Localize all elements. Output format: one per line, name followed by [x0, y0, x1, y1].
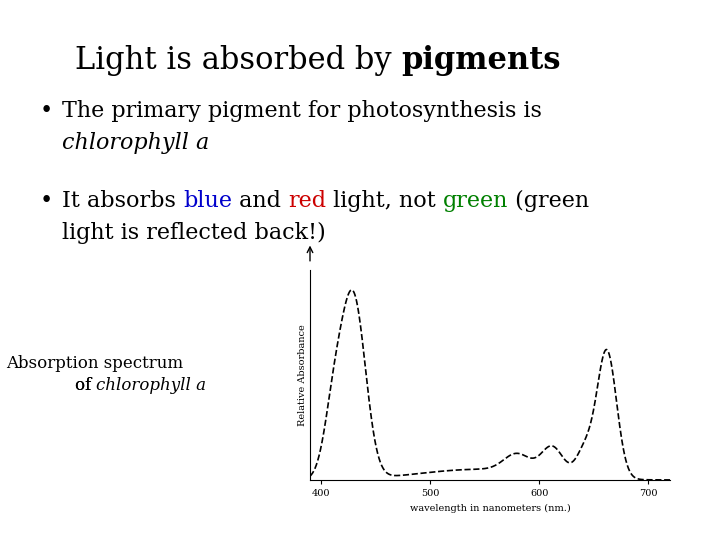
Text: chlorophyll a: chlorophyll a: [62, 132, 210, 154]
X-axis label: wavelength in nanometers (nm.): wavelength in nanometers (nm.): [410, 504, 570, 512]
Text: Absorption spectrum: Absorption spectrum: [6, 355, 184, 372]
Text: It absorbs: It absorbs: [62, 190, 183, 212]
Text: chlorophyll a: chlorophyll a: [96, 377, 207, 394]
Text: light is reflected back!): light is reflected back!): [62, 222, 325, 244]
Text: •: •: [40, 100, 53, 122]
Text: pigments: pigments: [401, 45, 561, 76]
Text: (green: (green: [508, 190, 590, 212]
Text: of: of: [75, 377, 96, 394]
Text: and: and: [232, 190, 288, 212]
Text: The primary pigment for photosynthesis is: The primary pigment for photosynthesis i…: [62, 100, 542, 122]
Text: green: green: [443, 190, 508, 212]
Text: light, not: light, not: [326, 190, 443, 212]
Y-axis label: Relative Absorbance: Relative Absorbance: [298, 324, 307, 426]
Text: blue: blue: [183, 190, 232, 212]
Text: Light is absorbed by: Light is absorbed by: [75, 45, 401, 76]
Text: red: red: [288, 190, 326, 212]
Text: of: of: [75, 377, 96, 394]
Text: •: •: [40, 190, 53, 212]
